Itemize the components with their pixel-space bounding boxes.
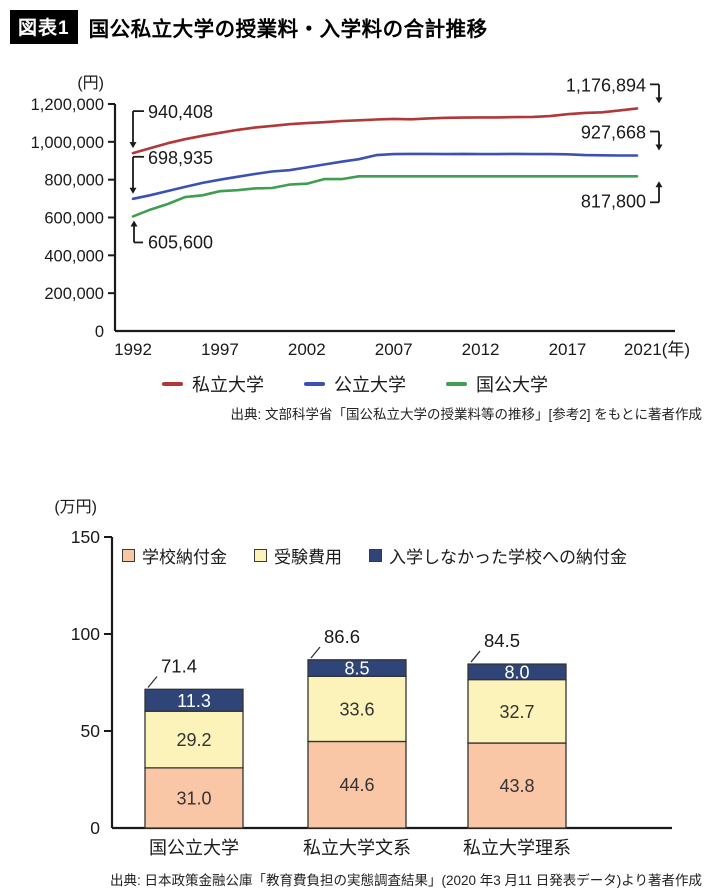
school-payment-swatch-icon — [122, 549, 135, 562]
line-chart-legend: 私立大学 公立大学 国公大学 — [0, 371, 710, 397]
annotation-start-1: 698,935 — [129, 148, 213, 194]
segment-value-label: 11.3 — [177, 691, 211, 711]
total-leader-line — [470, 650, 481, 663]
private-line-swatch-icon — [162, 382, 183, 386]
line-chart-source: 出典: 文部科学省「国公私立大学の授業料等の推移」[参考2] をもとに著者作成 — [230, 407, 703, 422]
stacked-bars: 31.0 29.2 11.3 71.4 国公立大学 44.6 33.6 8.5 86.6 私立大学… — [144, 626, 571, 858]
y-tick-label: 100 — [71, 624, 100, 644]
bar-segment-1 — [144, 710, 244, 769]
bar-segment-2 — [144, 688, 244, 712]
line-series-1 — [131, 152, 639, 201]
y-tick-label: 600,000 — [44, 210, 104, 228]
x-tick-label: 2012 — [462, 340, 500, 359]
bar-total-label: 71.4 — [161, 655, 197, 676]
y-tick-label: 400,000 — [44, 247, 104, 265]
legend-label-national: 国公大学 — [476, 375, 548, 395]
annotation-value: 1,176,894 — [566, 75, 646, 95]
legend-item-public: 公立大学 — [304, 371, 406, 397]
segment-value-label: 44.6 — [339, 775, 374, 795]
y-tick-label: 800,000 — [44, 172, 104, 190]
x-category-label: 私立大学文系 — [303, 838, 411, 858]
line-chart-annotations: 940,408 698,935 605,600 1,176,894 927,668 817… — [129, 75, 663, 252]
legend-label-public: 公立大学 — [334, 375, 406, 395]
y-axis-unit-label: (円) — [77, 75, 104, 92]
bar-chart-source: 出典: 日本政策金融公庫「教育費負担の実態調査結果」(2020 年3 月11 日… — [109, 873, 702, 888]
total-leader-line — [147, 676, 158, 688]
total-leader-line — [310, 646, 321, 659]
bar-chart-legend: 学校納付金 受験費用 入学しなかった学校への納付金 — [122, 543, 627, 568]
legend-item-private: 私立大学 — [162, 371, 264, 397]
line-series-0 — [131, 107, 639, 155]
legend-item-declined-school-payment: 入学しなかった学校への納付金 — [369, 543, 627, 568]
segment-value-label: 43.8 — [499, 776, 534, 796]
annotation-start-2: 605,600 — [130, 220, 213, 252]
y-tick-label: 0 — [95, 323, 104, 341]
exam-cost-swatch-icon — [254, 549, 267, 562]
bar-0: 31.0 29.2 11.3 71.4 国公立大学 — [144, 655, 244, 858]
public-line-swatch-icon — [304, 382, 325, 386]
legend-label-exam-cost: 受験費用 — [274, 548, 342, 567]
annotation-end-1: 927,668 — [581, 123, 663, 151]
y-tick-label: 50 — [81, 721, 101, 741]
bar-segment-2 — [307, 659, 407, 677]
y-tick-label: 1,200,000 — [31, 96, 104, 114]
bar-segment-1 — [467, 678, 567, 744]
x-tick-label: 1997 — [201, 340, 239, 359]
legend-item-school-payment: 学校納付金 — [122, 543, 227, 568]
y-tick-label: 1,000,000 — [31, 134, 104, 152]
annotation-value: 940,408 — [148, 102, 213, 122]
x-tick-label: 1992 — [114, 340, 152, 359]
annotation-value: 605,600 — [148, 232, 213, 252]
bar-total-label: 86.6 — [324, 626, 360, 647]
line-series-2 — [131, 175, 639, 218]
annotation-end-2: 817,800 — [581, 181, 663, 211]
figure-header: 図表1 国公私立大学の授業料・入学料の合計推移 — [10, 10, 488, 44]
entrance-cost-bar-chart: 0 50 100 150 (万円) 31.0 29.2 11.3 71.4 国公立大学 44.6 33… — [54, 499, 672, 858]
annotation-value: 698,935 — [148, 148, 213, 168]
declined-school-payment-swatch-icon — [369, 549, 382, 562]
segment-value-label: 29.2 — [176, 730, 211, 750]
line-chart-axes: 0 200,000 400,000 600,000 800,000 1,000,000 1,… — [31, 75, 690, 359]
bar-segment-0 — [144, 767, 244, 829]
x-tick-label: 2017 — [549, 340, 587, 359]
segment-value-label: 32.7 — [499, 702, 534, 722]
legend-item-national: 国公大学 — [446, 371, 548, 397]
x-tick-label: 2002 — [288, 340, 326, 359]
bar-segment-0 — [307, 740, 407, 829]
tuition-line-chart: 0 200,000 400,000 600,000 800,000 1,000,000 1,… — [31, 75, 690, 359]
line-series-group — [131, 107, 639, 218]
bar-total-label: 84.5 — [484, 630, 520, 651]
segment-value-label: 8.5 — [344, 659, 369, 679]
x-tick-label: 2007 — [375, 340, 413, 359]
legend-label-school-payment: 学校納付金 — [142, 548, 227, 567]
legend-label-private: 私立大学 — [192, 375, 264, 395]
figure-number-badge: 図表1 — [10, 10, 78, 44]
legend-item-exam-cost: 受験費用 — [254, 543, 342, 568]
segment-value-label: 8.0 — [504, 662, 529, 682]
page-title: 国公私立大学の授業料・入学料の合計推移 — [88, 18, 488, 41]
bar-segment-1 — [307, 675, 407, 743]
national-line-swatch-icon — [446, 382, 467, 386]
y-tick-label: 0 — [90, 818, 100, 838]
bar-1: 44.6 33.6 8.5 86.6 私立大学文系 — [303, 626, 411, 858]
y-tick-label: 150 — [71, 527, 100, 547]
segment-value-label: 33.6 — [339, 699, 374, 719]
bar-segment-2 — [467, 663, 567, 681]
y-tick-label: 200,000 — [44, 285, 104, 303]
x-tick-label: 2021(年) — [624, 340, 690, 359]
x-category-label: 私立大学理系 — [463, 838, 571, 858]
annotation-start-0: 940,408 — [129, 102, 213, 149]
annotation-value: 927,668 — [581, 123, 646, 143]
legend-label-declined-school-payment: 入学しなかった学校への納付金 — [389, 548, 627, 567]
annotation-value: 817,800 — [581, 191, 646, 211]
x-category-label: 国公立大学 — [149, 838, 239, 858]
segment-value-label: 31.0 — [176, 788, 211, 808]
bar-2: 43.8 32.7 8.0 84.5 私立大学理系 — [463, 630, 571, 858]
y-axis-unit-label: (万円) — [54, 499, 97, 516]
annotation-end-0: 1,176,894 — [566, 75, 663, 104]
